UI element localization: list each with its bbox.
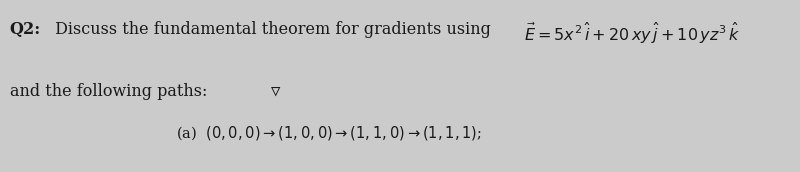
Text: Q2:: Q2: [10, 21, 41, 38]
Text: $\triangledown$: $\triangledown$ [270, 83, 282, 101]
Text: Discuss the fundamental theorem for gradients using: Discuss the fundamental theorem for grad… [50, 21, 496, 38]
Text: $\vec{E} = 5x^2\,\hat{i} + 20\,xy\,\hat{j} + 10\,yz^3\,\hat{k}$: $\vec{E} = 5x^2\,\hat{i} + 20\,xy\,\hat{… [524, 21, 741, 46]
Text: and the following paths:: and the following paths: [10, 83, 207, 100]
Text: (a)  $(0, 0, 0) \rightarrow (1, 0, 0) \rightarrow (1, 1, 0) \rightarrow (1, 1, 1: (a) $(0, 0, 0) \rightarrow (1, 0, 0) \ri… [176, 124, 482, 142]
